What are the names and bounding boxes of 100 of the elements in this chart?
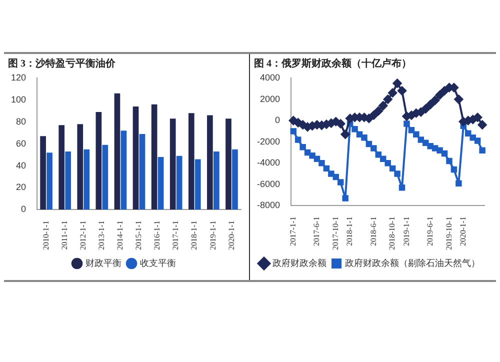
bar — [58, 125, 65, 210]
point — [378, 101, 388, 110]
bar — [84, 149, 90, 210]
x-tick-label: 2017-6-1 — [312, 216, 322, 246]
x-tick-label: 2016-1-1 — [152, 220, 162, 250]
point — [398, 86, 407, 96]
x-tick-label: 2019-6-1 — [425, 216, 434, 246]
y-tick-label: 0 — [21, 204, 26, 214]
y-tick-label: 60 — [16, 138, 26, 148]
point — [398, 184, 406, 191]
bar — [214, 152, 220, 210]
point — [436, 147, 443, 154]
bar — [46, 152, 52, 210]
point — [392, 78, 402, 88]
y-tick-label: 120 — [10, 72, 26, 82]
point — [450, 166, 458, 173]
point — [389, 165, 396, 172]
point — [479, 147, 486, 154]
x-tick-label: 2015-1-1 — [134, 220, 144, 250]
point — [404, 120, 410, 127]
x-tick-label: 2010-1-1 — [41, 220, 50, 250]
point — [388, 88, 398, 98]
x-tick-label: 2018-1-1 — [345, 216, 354, 246]
bar — [40, 136, 46, 210]
point — [465, 130, 472, 136]
point — [394, 170, 400, 177]
point — [408, 127, 415, 134]
point — [427, 142, 434, 150]
point — [332, 174, 340, 180]
bar — [114, 93, 120, 210]
point — [309, 152, 316, 159]
y-tick-label: 20 — [16, 182, 26, 192]
point — [290, 128, 296, 134]
x-tick-label: 2017-1-1 — [171, 220, 180, 250]
point — [430, 96, 440, 105]
point — [441, 150, 448, 157]
y-tick-label: 100 — [10, 94, 26, 104]
point — [352, 126, 358, 132]
point — [380, 156, 386, 162]
bar — [188, 113, 194, 210]
y-tick-label: 0 — [275, 115, 280, 126]
x-tick-label: 2012-1-1 — [78, 220, 88, 250]
point — [426, 100, 435, 110]
x-tick-label: 2019-1-1 — [402, 216, 411, 246]
y-tick-label: -6000 — [256, 178, 280, 189]
x-tick-label: 2018-10-1 — [388, 216, 397, 250]
point — [337, 179, 344, 186]
bar — [194, 159, 201, 210]
point — [356, 131, 363, 138]
point — [374, 106, 383, 116]
bar — [120, 130, 127, 210]
y-tick-label: -8000 — [256, 200, 280, 210]
point — [474, 138, 481, 144]
point — [336, 119, 346, 128]
legend-label: 政府财政余额 — [272, 258, 326, 269]
point — [432, 145, 438, 152]
point — [375, 151, 382, 158]
x-tick-label: 2020-1-1 — [458, 216, 468, 246]
point — [340, 130, 350, 139]
bar — [170, 118, 176, 210]
x-tick-label: 2020-1-1 — [226, 220, 236, 250]
y-tick-label: -2000 — [256, 136, 280, 146]
point — [384, 160, 391, 166]
bar — [132, 106, 139, 210]
point — [454, 94, 464, 104]
legend-label: 政府财政余额（剔除石油天然气） — [345, 258, 480, 269]
x-tick-label: 2018-1-1 — [190, 220, 199, 250]
point — [446, 158, 452, 164]
y-tick-label: 40 — [16, 160, 26, 170]
y-tick-label: 80 — [16, 116, 26, 126]
point — [328, 170, 334, 177]
point — [478, 120, 487, 130]
point — [383, 94, 392, 104]
bar — [151, 104, 158, 210]
bar — [102, 144, 108, 210]
point — [435, 90, 444, 100]
point — [473, 112, 482, 122]
chart-title: 图 3：沙特盈亏平衡油价 — [8, 58, 116, 70]
point — [413, 131, 420, 138]
x-tick-label: 2011-1-1 — [60, 220, 69, 250]
bar — [207, 115, 213, 210]
x-tick-label: 2017-1-1 — [288, 216, 298, 246]
point — [361, 134, 368, 141]
bar — [96, 112, 102, 210]
chart-title: 图 4：俄罗斯财政余额（十亿卢布） — [254, 58, 412, 70]
bar — [77, 124, 84, 210]
bar — [65, 152, 71, 210]
y-tick-label: 2000 — [260, 94, 280, 104]
point — [440, 86, 450, 96]
point — [421, 104, 430, 114]
bar — [139, 134, 146, 210]
bar — [158, 157, 164, 210]
point — [294, 136, 302, 143]
bar — [226, 118, 232, 210]
point — [323, 165, 330, 172]
y-tick-label: 4000 — [260, 72, 280, 82]
x-tick-label: 2013-1-1 — [97, 220, 106, 250]
point — [366, 140, 372, 148]
point — [304, 149, 311, 156]
y-tick-label: -4000 — [256, 158, 280, 168]
